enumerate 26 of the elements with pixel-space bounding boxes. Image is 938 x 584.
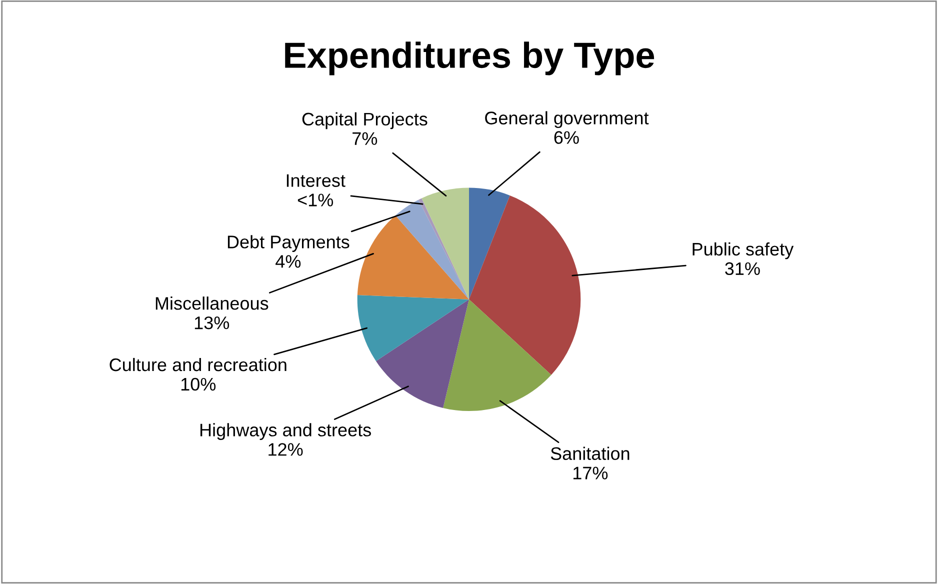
slice-label: Culture and recreation bbox=[110, 358, 286, 372]
data-label: 31% bbox=[725, 262, 760, 276]
pie-slice bbox=[395, 200, 469, 300]
pie-slice bbox=[357, 295, 469, 362]
slice-label: General government bbox=[485, 111, 649, 128]
data-label: 4% bbox=[276, 255, 301, 268]
slice-label: Capital Projects bbox=[302, 112, 428, 130]
chart-title: Expenditures by Type bbox=[285, 42, 654, 76]
pie-slice bbox=[469, 188, 510, 300]
data-label: 7% bbox=[352, 132, 378, 145]
data-label: 17% bbox=[573, 466, 608, 480]
data-label: 6% bbox=[554, 131, 579, 144]
slice-label: Interest bbox=[286, 174, 346, 187]
slice-label: Highways and streets bbox=[200, 423, 371, 440]
pie-slice bbox=[376, 299, 469, 408]
slice-label: Debt Payments bbox=[228, 235, 350, 252]
data-label: <1% bbox=[298, 194, 334, 206]
pie-slice bbox=[357, 215, 469, 300]
slice-label: Public safety bbox=[692, 242, 794, 260]
pie-slice bbox=[443, 299, 552, 412]
pie-slice bbox=[469, 195, 581, 375]
slice-label: Sanitation bbox=[550, 446, 630, 460]
data-label: 10% bbox=[181, 378, 216, 391]
data-label: 13% bbox=[194, 316, 230, 330]
data-label: 12% bbox=[268, 443, 303, 456]
slice-label: Miscellaneous bbox=[156, 296, 268, 310]
